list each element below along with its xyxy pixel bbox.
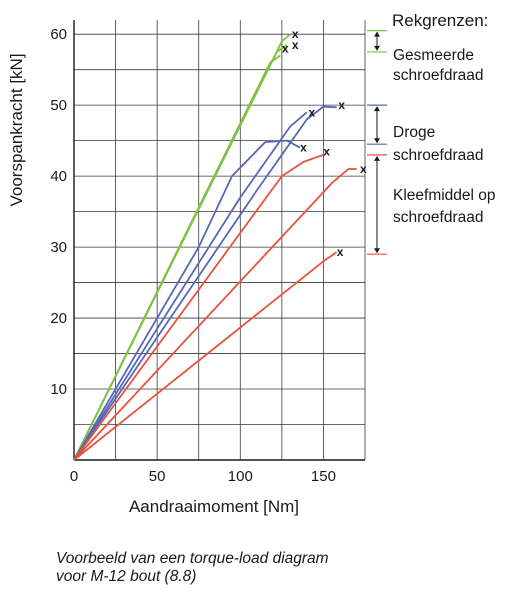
legend-label: Gesmeerde schroefdraad bbox=[393, 47, 483, 84]
series-lines bbox=[73, 33, 357, 461]
series-line bbox=[73, 168, 357, 461]
tick-labels: 0 50 100 150 10 20 30 40 50 60 bbox=[50, 26, 336, 485]
axes bbox=[73, 20, 365, 461]
yield-marker: x bbox=[323, 144, 330, 158]
y-tick-label: 10 bbox=[50, 381, 67, 398]
y-tick-label: 40 bbox=[50, 168, 67, 185]
yield-marker: x bbox=[292, 38, 299, 52]
series-line bbox=[73, 54, 281, 461]
yield-marker: x bbox=[338, 98, 345, 112]
y-tick-label: 50 bbox=[50, 97, 67, 114]
series-line bbox=[73, 111, 308, 461]
yield-marker: x bbox=[300, 141, 307, 155]
y-tick-label: 60 bbox=[50, 26, 67, 43]
caption-line-1: Voorbeeld van een torque-load diagram bbox=[56, 550, 329, 567]
x-tick-label: 100 bbox=[228, 468, 253, 485]
legend-arrow-down bbox=[374, 138, 380, 144]
legend-arrow-up bbox=[374, 31, 380, 37]
series-line bbox=[73, 105, 337, 461]
x-tick-label: 0 bbox=[70, 468, 78, 485]
yield-marker: x bbox=[337, 245, 344, 259]
series-line bbox=[73, 44, 288, 461]
caption-line-2: voor M-12 bout (8.8) bbox=[56, 568, 197, 585]
y-axis-label: Voorspankracht [kN] bbox=[7, 53, 26, 206]
x-tick-label: 50 bbox=[149, 468, 166, 485]
series-line bbox=[73, 251, 338, 461]
series-line bbox=[73, 139, 301, 461]
x-tick-label: 150 bbox=[311, 468, 336, 485]
legend-title: Rekgrenzen: bbox=[392, 11, 488, 30]
legend: Gesmeerde schroefdraad Droge schroefdraad Kl… bbox=[367, 30, 496, 255]
series-line bbox=[73, 153, 324, 461]
legend-arrow-down bbox=[374, 248, 380, 254]
yield-marker: x bbox=[360, 162, 367, 176]
legend-label: Droge schroefdraad bbox=[393, 124, 483, 164]
legend-arrow-up bbox=[374, 155, 380, 161]
x-axis-label: Aandraaimoment [Nm] bbox=[129, 497, 299, 516]
y-tick-label: 30 bbox=[50, 239, 67, 256]
legend-arrow-down bbox=[374, 45, 380, 51]
legend-arrow-up bbox=[374, 106, 380, 112]
y-tick-label: 20 bbox=[50, 310, 67, 327]
yield-marker: x bbox=[282, 41, 289, 55]
legend-label: Kleefmiddel op schroefdraad bbox=[393, 187, 496, 226]
yield-marker: x bbox=[292, 27, 299, 41]
grid bbox=[74, 20, 366, 460]
yield-marker: x bbox=[308, 105, 315, 119]
